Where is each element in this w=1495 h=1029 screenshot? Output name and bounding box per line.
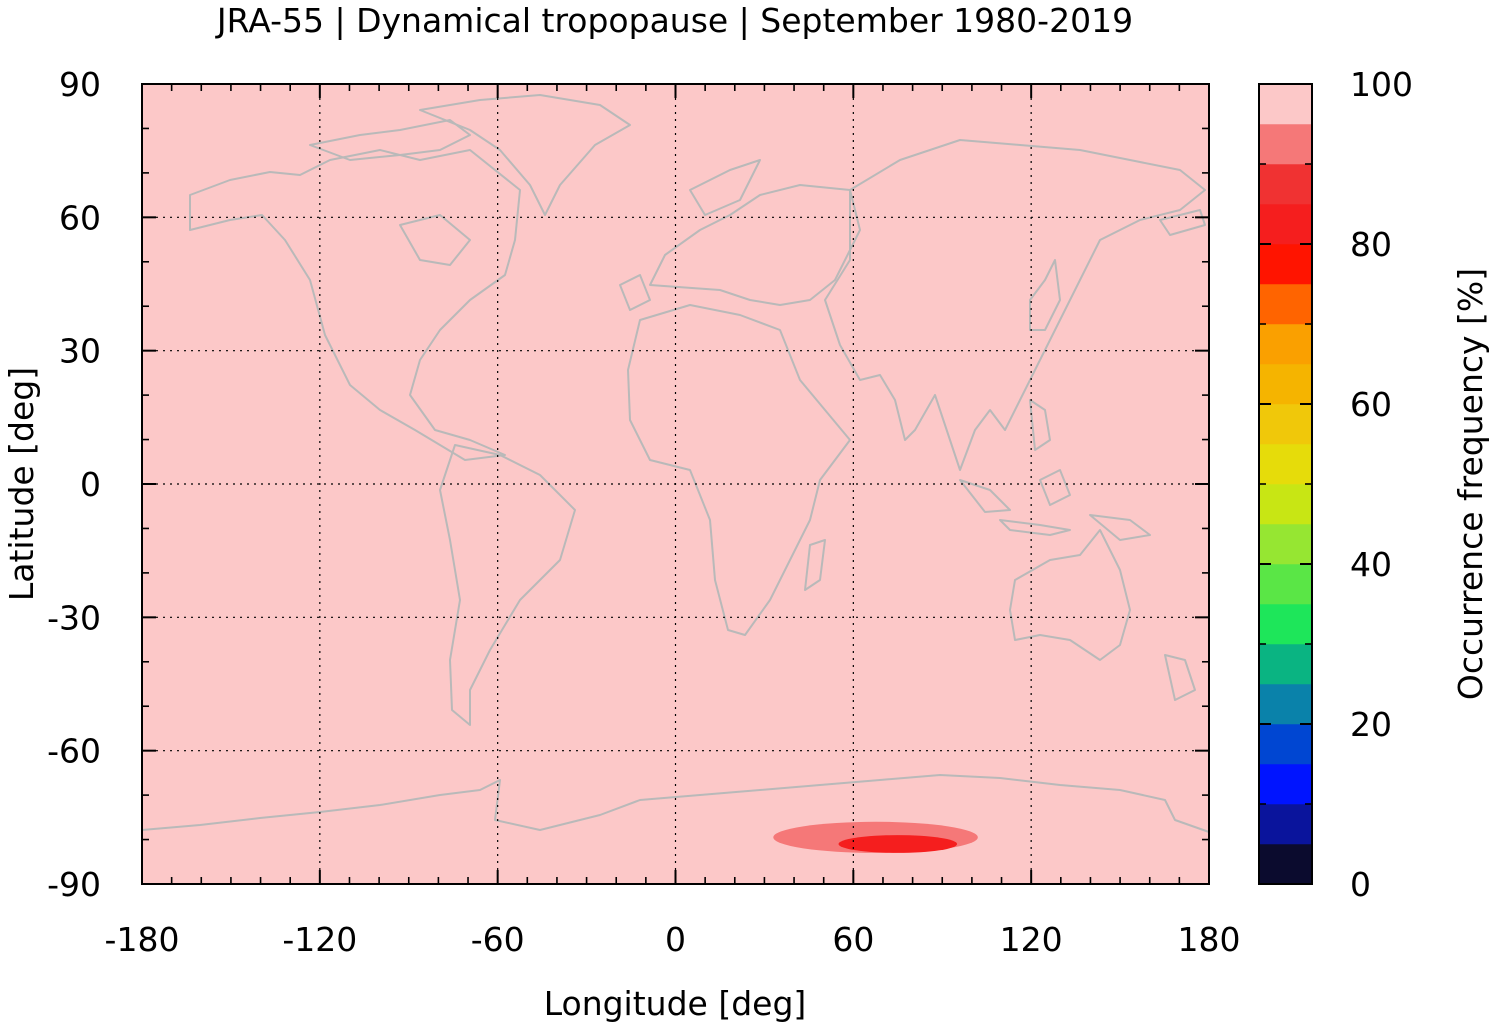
x-tick-label: -120 (282, 920, 357, 959)
colorbar-tick-label: 0 (1350, 865, 1371, 904)
x-tick-label: -60 (471, 920, 525, 959)
x-tick-label: 60 (832, 920, 874, 959)
colorbar-tick-label: 80 (1350, 225, 1392, 264)
x-tick-label: 0 (665, 920, 686, 959)
grid-lines (142, 84, 1209, 884)
colorbar-tick-label: 20 (1350, 705, 1392, 744)
x-tick-label: 180 (1178, 920, 1241, 959)
anomaly-region-1 (838, 835, 958, 853)
y-axis-label: Latitude [deg] (2, 367, 41, 601)
plot-area (141, 83, 1210, 885)
colorbar-label: Occurrence frequency [%] (1451, 268, 1490, 700)
colorbar-level-11 (1258, 403, 1313, 445)
colorbar-level-3 (1258, 723, 1313, 765)
y-tick-label: -60 (47, 732, 101, 771)
colorbar-level-18 (1258, 123, 1313, 165)
colorbar-levels (1258, 83, 1313, 885)
colorbar-tick-labels: 0 20 40 60 80 100 (1350, 65, 1413, 904)
colorbar-level-19 (1258, 83, 1313, 125)
y-tick-label: 0 (80, 465, 101, 504)
y-tick-label: 30 (59, 332, 101, 371)
colorbar-level-16 (1258, 203, 1313, 245)
plot-tick-marks (141, 83, 1210, 885)
colorbar-level-1 (1258, 803, 1313, 845)
frequency-anomaly-contours (773, 821, 978, 853)
colorbar-frame (1258, 83, 1313, 885)
y-tick-label: -90 (47, 865, 101, 904)
colorbar-level-5 (1258, 643, 1313, 685)
colorbar-level-9 (1258, 483, 1313, 525)
colorbar-level-14 (1258, 283, 1313, 325)
coastlines (141, 94, 1210, 833)
colorbar-level-4 (1258, 683, 1313, 725)
y-tick-labels: 90 60 30 0 -30 -60 -90 (47, 65, 101, 904)
colorbar-level-12 (1258, 363, 1313, 405)
colorbar-level-8 (1258, 523, 1313, 565)
colorbar-level-7 (1258, 563, 1313, 605)
colorbar: 0 20 40 60 80 100 Occurrence frequency [%] (1258, 65, 1490, 904)
colorbar-level-6 (1258, 603, 1313, 645)
colorbar-tick-label: 60 (1350, 385, 1392, 424)
x-tick-label: -180 (105, 920, 180, 959)
x-tick-labels: -180 -120 -60 0 60 120 180 (105, 920, 1241, 959)
colorbar-tick-label: 100 (1350, 65, 1413, 104)
plot-frame (141, 83, 1210, 885)
y-tick-label: -30 (47, 598, 101, 637)
colorbar-level-15 (1258, 243, 1313, 285)
chart-title: JRA-55 | Dynamical tropopause | Septembe… (215, 1, 1133, 40)
colorbar-level-2 (1258, 763, 1313, 805)
colorbar-level-0 (1258, 843, 1313, 885)
y-tick-label: 60 (59, 198, 101, 237)
colorbar-tick-label: 40 (1350, 545, 1392, 584)
y-tick-label: 90 (59, 65, 101, 104)
colorbar-level-17 (1258, 163, 1313, 205)
x-axis-label: Longitude [deg] (544, 984, 807, 1023)
colorbar-level-10 (1258, 443, 1313, 485)
x-tick-label: 120 (1000, 920, 1063, 959)
colorbar-level-13 (1258, 323, 1313, 365)
